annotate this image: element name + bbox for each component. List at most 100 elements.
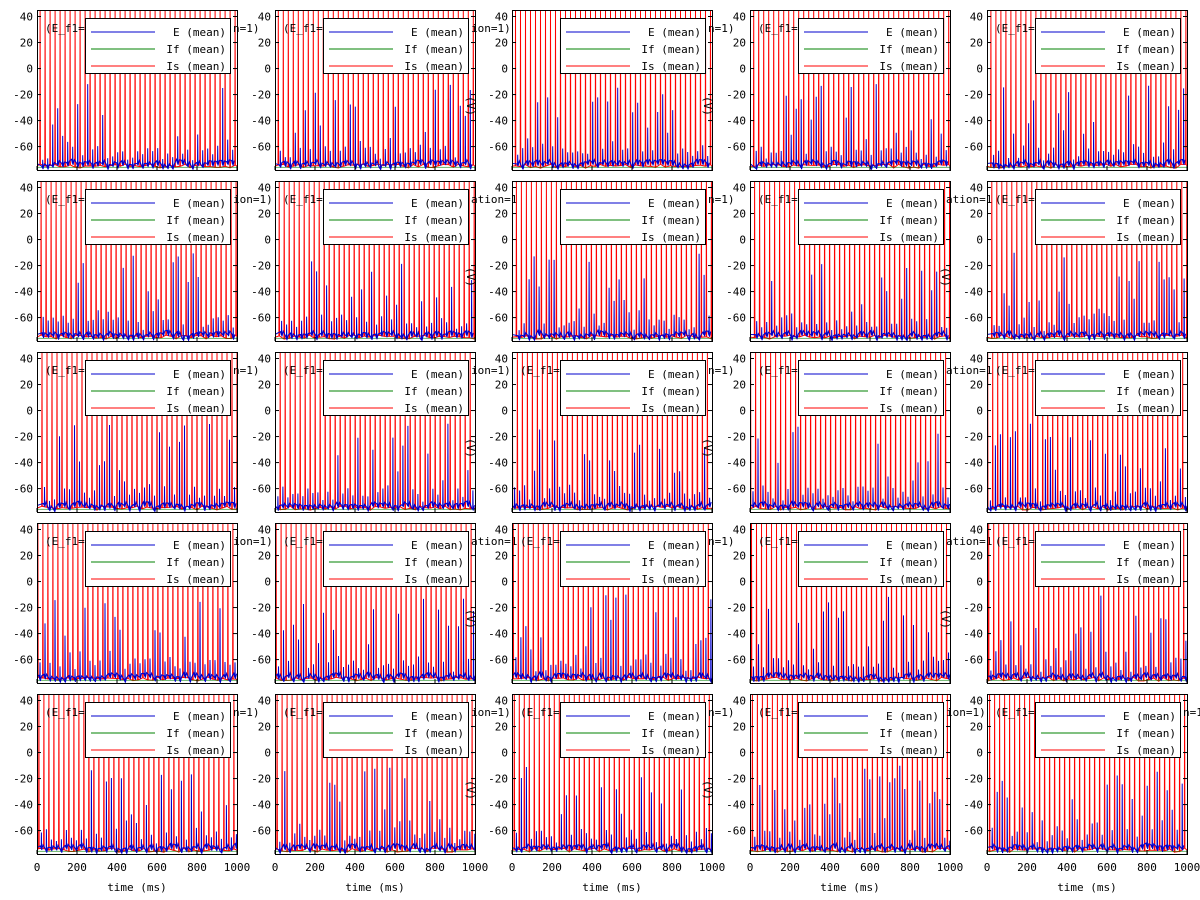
panel-title-right: ation=1 <box>946 535 992 548</box>
y-tick-label: -20 <box>13 773 33 786</box>
panel-frame <box>37 523 238 684</box>
y-tick-label: -60 <box>13 312 33 325</box>
y-tick-label: -40 <box>13 799 33 812</box>
legend-label: Is (mean) <box>641 60 701 73</box>
y-tick-label: -40 <box>963 628 983 641</box>
y-tick-label: -60 <box>13 654 33 667</box>
y-tick-label: -60 <box>726 312 746 325</box>
legend-box <box>798 702 944 758</box>
x-tick-label: 800 <box>187 861 207 874</box>
x-axis-label: time (ms) <box>820 881 880 894</box>
y-tick-label: 20 <box>258 37 271 50</box>
panel-title-left: (E_f1= <box>995 193 1035 206</box>
panel-r1-c4: 40 20 0 -20 -40 -60 (E_f1= E (mean) If (mean) Is … <box>963 181 1188 342</box>
panel-title-right: ation=1 <box>946 364 992 377</box>
legend: E (mean) If (mean) Is (mean) <box>798 189 944 245</box>
legend-box <box>1035 360 1181 416</box>
legend-box <box>1035 531 1181 587</box>
y-tick-label: -40 <box>13 457 33 470</box>
legend: E (mean) If (mean) Is (mean) <box>560 360 706 416</box>
panel-title-right: n=1) <box>233 706 260 719</box>
y-tick-label: 0 <box>501 63 508 76</box>
legend-box <box>323 18 469 74</box>
y-tick-label: 20 <box>20 208 33 221</box>
panel-side-label: (V) <box>939 267 952 287</box>
panel-r0-c3: 40 20 0 -20 -40 -60 (E_f1= E (mean) If (mean) Is … <box>726 10 951 171</box>
y-tick-label: -60 <box>488 483 508 496</box>
panel-frame <box>275 352 476 513</box>
legend-label: If (mean) <box>1116 727 1176 740</box>
legend-label: E (mean) <box>886 26 939 39</box>
y-tick-label: -20 <box>13 431 33 444</box>
panel-title-left: (E_f1= <box>283 193 323 206</box>
legend-box <box>1035 18 1181 74</box>
y-tick-label: -60 <box>488 825 508 838</box>
legend-label: Is (mean) <box>1116 60 1176 73</box>
legend-label: If (mean) <box>641 385 701 398</box>
y-tick-label: -20 <box>488 602 508 615</box>
legend: E (mean) If (mean) Is (mean) <box>1035 702 1181 758</box>
y-tick-label: -20 <box>726 602 746 615</box>
y-tick-label: 0 <box>976 747 983 760</box>
panel-title-right: n=1) <box>233 364 260 377</box>
legend-label: Is (mean) <box>641 573 701 586</box>
panel-r0-c1: 40 20 0 -20 -40 -60 (E_f1= ion=1) (V) E (mean) If … <box>251 10 511 171</box>
legend-box <box>85 360 231 416</box>
legend-label: E (mean) <box>1123 368 1176 381</box>
legend-label: If (mean) <box>166 214 226 227</box>
panel-title-right: n=1 <box>1183 706 1200 719</box>
y-tick-label: -40 <box>726 115 746 128</box>
panel-title-left: (E_f1= <box>283 535 323 548</box>
y-tick-label: -20 <box>726 89 746 102</box>
x-tick-label: 200 <box>67 861 87 874</box>
panel-r0-c2: 40 20 0 -20 -40 -60 n=1) (V) E (mean) If (mean) Is… <box>488 10 735 171</box>
panel-title-left: (E_f1= <box>758 22 798 35</box>
legend-label: E (mean) <box>648 710 701 723</box>
legend-label: Is (mean) <box>166 744 226 757</box>
legend-label: If (mean) <box>1116 385 1176 398</box>
legend-label: If (mean) <box>404 727 464 740</box>
y-tick-label: -60 <box>963 483 983 496</box>
panel-r3-c0: 40 20 0 -20 -40 -60 (E_f1= ion=1) E (mean) If (me… <box>13 523 273 684</box>
panel-frame <box>987 352 1188 513</box>
legend-label: If (mean) <box>879 385 939 398</box>
panel-r2-c0: 40 20 0 -20 -40 -60 (E_f1= n=1) E (mean) If (mean… <box>13 352 260 513</box>
panel-frame <box>275 181 476 342</box>
legend-label: E (mean) <box>173 26 226 39</box>
legend: E (mean) If (mean) Is (mean) <box>1035 18 1181 74</box>
y-tick-label: 20 <box>733 550 746 563</box>
y-tick-label: 40 <box>970 353 983 366</box>
legend-label: E (mean) <box>173 710 226 723</box>
y-tick-label: 40 <box>495 695 508 708</box>
legend-label: Is (mean) <box>1116 744 1176 757</box>
y-tick-label: 20 <box>258 208 271 221</box>
series-e-line <box>512 253 712 341</box>
y-tick-label: -60 <box>13 825 33 838</box>
legend: E (mean) If (mean) Is (mean) <box>798 702 944 758</box>
y-tick-label: 40 <box>258 182 271 195</box>
y-tick-label: -60 <box>251 483 271 496</box>
y-tick-label: -20 <box>251 260 271 273</box>
panel-frame <box>512 523 713 684</box>
legend-label: E (mean) <box>173 368 226 381</box>
y-tick-label: 20 <box>20 379 33 392</box>
y-tick-label: 20 <box>733 379 746 392</box>
y-tick-label: -20 <box>488 431 508 444</box>
legend-label: Is (mean) <box>879 573 939 586</box>
panel-title-left: (E_f1= <box>995 535 1035 548</box>
panel-frame <box>512 352 713 513</box>
series-e-line <box>275 423 475 512</box>
series-e-line <box>512 429 712 512</box>
panel-title-left: (E_f1= <box>758 535 798 548</box>
panel-frame <box>512 694 713 855</box>
y-tick-label: 40 <box>258 353 271 366</box>
panel-title-right: n=1) <box>233 22 260 35</box>
legend: E (mean) If (mean) Is (mean) <box>323 360 469 416</box>
y-tick-label: 20 <box>495 37 508 50</box>
x-tick-label: 400 <box>1057 861 1077 874</box>
legend-box <box>798 18 944 74</box>
panel-side-label: (V) <box>701 438 714 458</box>
